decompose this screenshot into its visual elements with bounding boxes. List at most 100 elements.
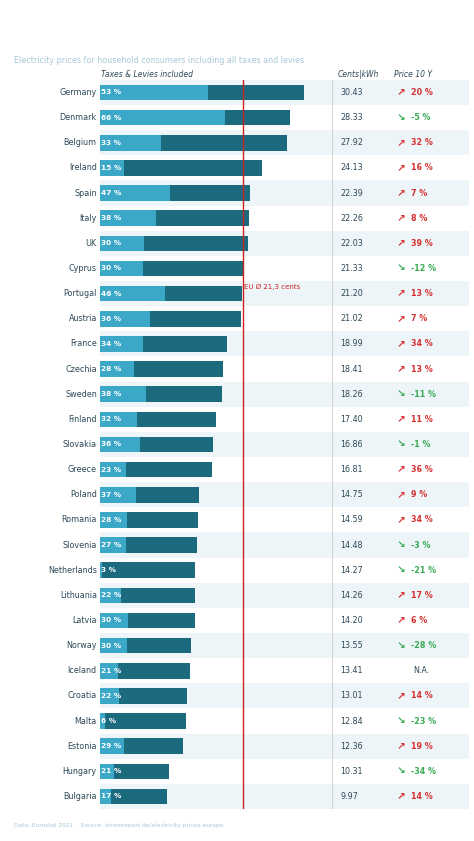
Text: 13.41: 13.41	[340, 666, 363, 675]
Text: ↗: ↗	[396, 741, 405, 751]
Text: 39 %: 39 %	[411, 239, 433, 248]
Bar	[100, 261, 143, 276]
Text: 14.59: 14.59	[340, 516, 363, 525]
Text: 14.27: 14.27	[340, 566, 363, 574]
Text: 8 %: 8 %	[411, 214, 428, 223]
Text: 24.13: 24.13	[340, 163, 363, 172]
Bar	[100, 507, 469, 532]
Text: 21.33: 21.33	[340, 264, 363, 273]
Text: Croatia: Croatia	[68, 691, 97, 701]
Text: 9 %: 9 %	[411, 490, 428, 500]
Text: 38 %: 38 %	[101, 215, 121, 221]
Text: ↘: ↘	[396, 113, 405, 123]
Text: Sweden: Sweden	[65, 389, 97, 399]
Text: 36 %: 36 %	[101, 315, 121, 322]
Text: Romania: Romania	[62, 516, 97, 525]
Bar	[100, 286, 165, 301]
Text: 7 %: 7 %	[411, 188, 428, 198]
Text: -12 %: -12 %	[411, 264, 437, 273]
Text: Cents|kWh: Cents|kWh	[338, 70, 380, 79]
Text: 6 %: 6 %	[101, 718, 116, 724]
Text: 23 %: 23 %	[101, 467, 121, 473]
Text: Greece: Greece	[68, 465, 97, 474]
Bar	[100, 311, 150, 326]
Text: Netherlands: Netherlands	[48, 566, 97, 574]
Bar	[100, 436, 213, 452]
Bar	[100, 588, 120, 603]
Text: 46 %: 46 %	[101, 291, 122, 297]
Text: Belgium: Belgium	[64, 138, 97, 147]
Text: ↗: ↗	[396, 616, 405, 626]
Bar	[100, 281, 469, 306]
Bar	[100, 181, 469, 205]
Bar	[100, 532, 469, 558]
Bar	[100, 663, 118, 679]
Text: France: France	[70, 340, 97, 348]
Text: Iceland: Iceland	[68, 666, 97, 675]
Text: 16.86: 16.86	[340, 440, 363, 449]
Text: 14 %: 14 %	[411, 691, 433, 701]
Text: ↘: ↘	[396, 641, 405, 651]
Bar	[100, 85, 208, 100]
Text: 27 %: 27 %	[101, 542, 121, 548]
Bar	[100, 261, 243, 276]
Text: 32 %: 32 %	[411, 138, 433, 147]
Text: ↗: ↗	[396, 314, 405, 324]
Text: ↗: ↗	[396, 87, 405, 98]
Bar	[100, 789, 166, 804]
Bar	[100, 185, 250, 201]
Bar	[100, 608, 469, 633]
Bar	[100, 558, 469, 583]
Bar	[100, 436, 140, 452]
Text: 28 %: 28 %	[101, 517, 122, 523]
Bar	[100, 362, 134, 377]
Bar	[100, 205, 469, 230]
Text: ↘: ↘	[396, 440, 405, 449]
Bar	[100, 764, 169, 779]
Text: Price 10 Y: Price 10 Y	[394, 70, 432, 79]
Text: 36 %: 36 %	[101, 442, 121, 447]
Text: 10.31: 10.31	[340, 767, 363, 776]
Bar	[100, 784, 469, 809]
Bar	[100, 512, 127, 527]
Bar	[100, 738, 182, 754]
Bar	[100, 336, 143, 352]
Bar	[100, 482, 469, 507]
Bar	[100, 235, 247, 251]
Text: 34 %: 34 %	[411, 516, 433, 525]
Text: 14.26: 14.26	[340, 591, 363, 600]
Bar	[100, 311, 241, 326]
Text: 21 %: 21 %	[101, 668, 122, 674]
Bar	[100, 156, 469, 181]
Text: 18.99: 18.99	[340, 340, 363, 348]
Text: 27.92: 27.92	[340, 138, 363, 147]
Bar	[100, 688, 187, 704]
Text: Latvia: Latvia	[73, 616, 97, 625]
Text: -21 %: -21 %	[411, 566, 437, 574]
Text: 6 %: 6 %	[411, 616, 428, 625]
Text: ↘: ↘	[396, 766, 405, 776]
Text: 14.48: 14.48	[340, 541, 363, 549]
Bar	[100, 759, 469, 784]
Bar	[100, 331, 469, 357]
Text: STROM-REPORT: STROM-REPORT	[392, 821, 460, 829]
Text: ↗: ↗	[396, 691, 405, 701]
Text: Hungary: Hungary	[63, 767, 97, 776]
Bar	[100, 230, 469, 256]
Text: EU Ø 21,3 cents: EU Ø 21,3 cents	[244, 283, 300, 289]
Text: Estonia: Estonia	[67, 742, 97, 751]
Text: Lithuania: Lithuania	[60, 591, 97, 600]
Text: ↗: ↗	[396, 415, 405, 425]
Text: Portugal: Portugal	[64, 289, 97, 298]
Text: 14 %: 14 %	[411, 792, 433, 801]
Text: ELECTRICITY PRICES IN EUROPE 2020: ELECTRICITY PRICES IN EUROPE 2020	[14, 18, 322, 33]
Text: 17 %: 17 %	[411, 591, 433, 600]
Bar	[100, 286, 242, 301]
Text: N.A.: N.A.	[413, 666, 429, 675]
Text: 30 %: 30 %	[101, 643, 121, 648]
Bar	[100, 563, 195, 578]
Bar	[100, 663, 190, 679]
Bar	[100, 160, 124, 176]
Bar	[100, 512, 198, 527]
Text: 18.26: 18.26	[340, 389, 363, 399]
